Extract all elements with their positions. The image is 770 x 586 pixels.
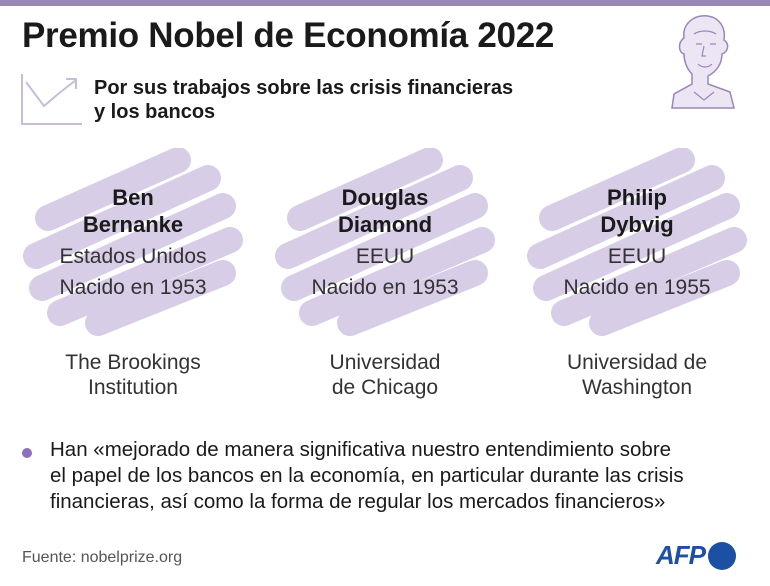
institution-line1: The Brookings <box>65 351 201 374</box>
institution-line1: Universidad <box>329 351 441 374</box>
laureate-birth-year: Nacido en 1953 <box>59 276 207 299</box>
laureate-name-line2: Diamond <box>337 212 433 237</box>
afp-logo-text: AFP <box>656 540 706 570</box>
laureate-card-diamond: Douglas Diamond EEUU Nacido en 1953 <box>260 148 510 338</box>
line-chart-icon <box>21 74 82 125</box>
scribble-background <box>23 148 243 336</box>
committee-quote: Han «mejorado de manera significativa nu… <box>50 437 750 515</box>
institution-line2: Institution <box>88 376 178 399</box>
quote-line-1: Han «mejorado de manera significativa nu… <box>50 438 672 461</box>
nobel-medal-icon <box>671 15 735 109</box>
laureate-birth-year: Nacido en 1953 <box>311 276 459 299</box>
afp-logo-dot <box>708 541 736 570</box>
institution-line2: de Chicago <box>331 376 439 399</box>
laureate-name-line2: Dybvig <box>600 212 674 237</box>
page-title: Premio Nobel de Economía 2022 <box>22 16 555 55</box>
laureate-name-line2: Bernanke <box>82 212 184 237</box>
source-note: Fuente: nobelprize.org <box>22 549 183 566</box>
laureate-name-line1: Ben <box>112 185 154 210</box>
institution-line1: Universidad de <box>566 351 708 374</box>
laureate-card-dybvig: Philip Dybvig EEUU Nacido en 1955 <box>512 148 762 338</box>
laureate-card-bernanke: Ben Bernanke Estados Unidos Nacido en 19… <box>8 148 258 338</box>
institution-dybvig: Universidad de Washington <box>512 350 762 400</box>
quote-line-2: el papel de los bancos en la economía, e… <box>50 464 684 487</box>
bullet-dot <box>22 448 32 458</box>
subtitle-line-1: Por sus trabajos sobre las crisis financ… <box>94 77 514 99</box>
subtitle: Por sus trabajos sobre las crisis financ… <box>94 76 554 124</box>
top-accent-bar <box>0 0 770 6</box>
laureate-country: Estados Unidos <box>59 245 207 268</box>
institution-bernanke: The Brookings Institution <box>8 350 258 400</box>
afp-logo: AFP <box>656 540 736 571</box>
scribble-background <box>527 148 747 336</box>
laureate-birth-year: Nacido en 1955 <box>563 276 711 299</box>
quote-line-3: financieras, así como la forma de regula… <box>50 490 666 513</box>
laureate-name-line1: Douglas <box>341 185 429 210</box>
subtitle-line-2: y los bancos <box>94 101 216 123</box>
laureate-country: EEUU <box>355 245 415 268</box>
laureate-country: EEUU <box>607 245 667 268</box>
laureate-name-line1: Philip <box>607 185 667 210</box>
institution-diamond: Universidad de Chicago <box>260 350 510 400</box>
scribble-background <box>275 148 495 336</box>
institution-line2: Washington <box>581 376 693 399</box>
